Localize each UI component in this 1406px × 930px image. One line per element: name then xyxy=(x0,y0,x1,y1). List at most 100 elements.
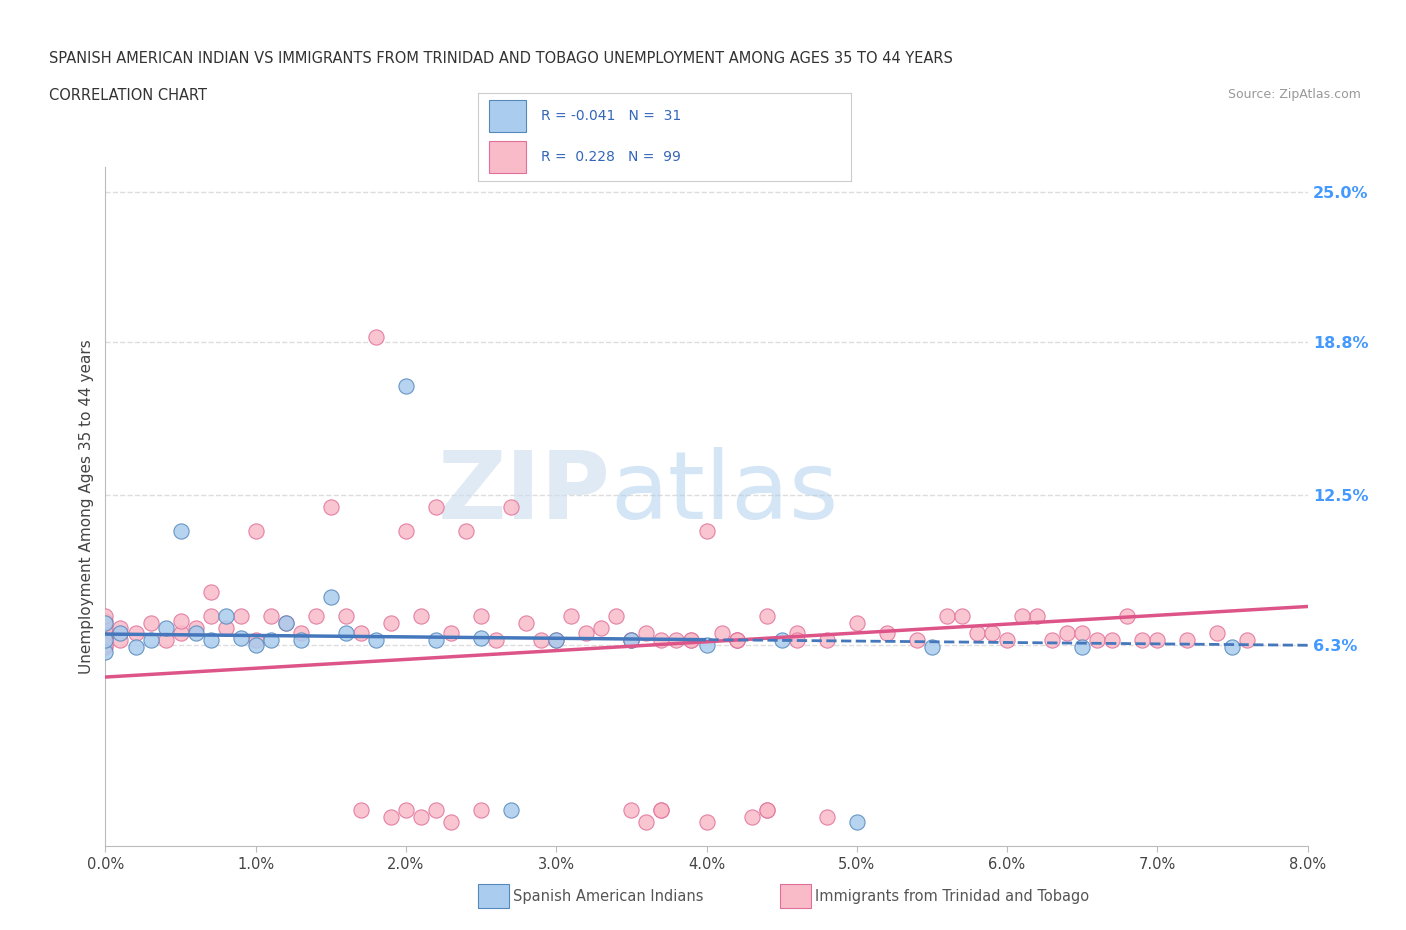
Point xyxy=(1085,632,1108,647)
Point xyxy=(184,620,207,635)
Text: R =  0.228   N =  99: R = 0.228 N = 99 xyxy=(541,150,682,164)
Point xyxy=(1130,632,1153,647)
Point xyxy=(815,810,838,825)
Point xyxy=(470,631,492,645)
Point xyxy=(620,632,643,647)
Text: SPANISH AMERICAN INDIAN VS IMMIGRANTS FROM TRINIDAD AND TOBAGO UNEMPLOYMENT AMON: SPANISH AMERICAN INDIAN VS IMMIGRANTS FR… xyxy=(49,51,953,66)
Bar xyxy=(489,100,526,132)
Point xyxy=(470,803,492,817)
Point xyxy=(1071,626,1094,641)
Point xyxy=(169,626,191,641)
Point xyxy=(845,616,868,631)
Point xyxy=(94,608,117,623)
Point xyxy=(995,632,1018,647)
Point xyxy=(94,632,117,647)
Point xyxy=(725,632,748,647)
Point xyxy=(94,632,117,647)
Point xyxy=(335,608,357,623)
Point xyxy=(110,620,132,635)
Y-axis label: Unemployment Among Ages 35 to 44 years: Unemployment Among Ages 35 to 44 years xyxy=(79,339,94,674)
Point xyxy=(905,632,928,647)
Point xyxy=(696,524,718,538)
Point xyxy=(1146,632,1168,647)
Point xyxy=(229,631,252,645)
Point xyxy=(395,379,418,393)
Text: Immigrants from Trinidad and Tobago: Immigrants from Trinidad and Tobago xyxy=(815,889,1090,904)
Point xyxy=(229,608,252,623)
Point xyxy=(650,632,672,647)
Point xyxy=(364,330,387,345)
Point xyxy=(290,632,312,647)
Point xyxy=(1026,608,1049,623)
Point xyxy=(425,632,447,647)
Point xyxy=(665,632,688,647)
Point xyxy=(110,626,132,641)
Point xyxy=(501,499,523,514)
Point xyxy=(94,614,117,629)
Point xyxy=(440,626,463,641)
Point xyxy=(681,632,703,647)
Point xyxy=(530,632,553,647)
Point xyxy=(260,608,283,623)
Point xyxy=(501,803,523,817)
Point xyxy=(110,632,132,647)
Bar xyxy=(489,140,526,173)
Point xyxy=(485,632,508,647)
Point xyxy=(169,524,191,538)
Point xyxy=(350,803,373,817)
Point xyxy=(335,626,357,641)
Point xyxy=(245,632,267,647)
Point xyxy=(845,815,868,830)
Point xyxy=(1222,640,1244,655)
Point xyxy=(94,620,117,635)
Point xyxy=(591,620,613,635)
Point xyxy=(94,638,117,653)
Point xyxy=(260,632,283,647)
Point xyxy=(425,499,447,514)
Point xyxy=(786,632,808,647)
Point xyxy=(950,608,973,623)
Point xyxy=(409,810,432,825)
Point xyxy=(1071,640,1094,655)
Point xyxy=(155,620,177,635)
Point xyxy=(425,803,447,817)
Text: CORRELATION CHART: CORRELATION CHART xyxy=(49,88,207,103)
Text: Source: ZipAtlas.com: Source: ZipAtlas.com xyxy=(1227,88,1361,101)
Point xyxy=(319,499,342,514)
Point xyxy=(575,626,598,641)
Point xyxy=(546,632,568,647)
Text: Spanish American Indians: Spanish American Indians xyxy=(513,889,703,904)
Point xyxy=(305,608,328,623)
Point xyxy=(755,803,778,817)
Point xyxy=(876,626,898,641)
Point xyxy=(786,626,808,641)
Text: ZIP: ZIP xyxy=(437,447,610,539)
Point xyxy=(290,626,312,641)
Point xyxy=(470,608,492,623)
Point xyxy=(94,616,117,631)
Point xyxy=(1056,626,1078,641)
Point xyxy=(1175,632,1198,647)
Point xyxy=(981,626,1004,641)
Point xyxy=(620,803,643,817)
Point xyxy=(755,608,778,623)
Point xyxy=(200,584,222,599)
Point xyxy=(770,632,793,647)
Point xyxy=(245,638,267,653)
Point xyxy=(921,640,943,655)
Point xyxy=(650,803,672,817)
Point xyxy=(440,815,463,830)
Point xyxy=(94,640,117,655)
Point xyxy=(139,632,162,647)
Text: R = -0.041   N =  31: R = -0.041 N = 31 xyxy=(541,109,682,123)
Point xyxy=(620,632,643,647)
Point xyxy=(395,524,418,538)
Point xyxy=(184,626,207,641)
Point xyxy=(815,632,838,647)
Point xyxy=(200,632,222,647)
Point xyxy=(515,616,537,631)
Point xyxy=(380,810,402,825)
Point xyxy=(696,638,718,653)
Point xyxy=(605,608,627,623)
Point xyxy=(1236,632,1258,647)
